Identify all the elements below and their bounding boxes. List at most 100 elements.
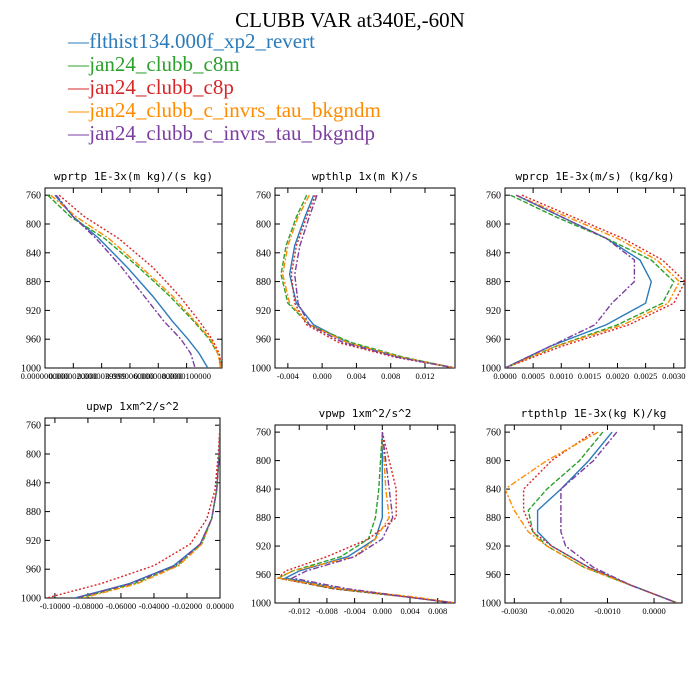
legend-line-marker: — [68, 121, 89, 145]
x-tick-label: 0.008 [428, 606, 447, 616]
x-tick-label: 0.012 [415, 371, 434, 381]
y-tick-label: 1000 [481, 364, 501, 375]
panel-4: upwp 1xm^2/s^2 760 800 840 880 920 960 1000-0.1… [21, 400, 234, 611]
x-tick-label: 0.004 [400, 606, 420, 616]
legend-item: — jan24_clubb_c8m [68, 53, 381, 76]
panel-5: vpwp 1xm^2/s^2 760 800 840 880 920 960 1000 -0.0… [251, 407, 456, 616]
y-tick-label: 760 [26, 421, 41, 432]
legend-item: — flthist134.000f_xp2_revert [68, 30, 381, 53]
y-tick-label: 800 [256, 220, 271, 231]
y-tick-label: 840 [26, 478, 41, 489]
panel-6: rtpthlp 1E-3x(kg K)/kg 760 800 840 880 920 960… [481, 407, 683, 616]
legend: — flthist134.000f_xp2_revert — jan24_club… [68, 30, 381, 145]
panel-1: wprtp 1E-3x(m kg)/(s kg) 760 800 840 880 920 9… [21, 170, 223, 381]
series-line-3 [290, 194, 455, 368]
series-line-4 [82, 425, 220, 598]
series-line-4 [276, 432, 455, 603]
y-tick-label: 840 [486, 485, 501, 496]
y-tick-label: 880 [486, 277, 501, 288]
y-tick-label: 760 [26, 191, 41, 202]
panel-title: upwp 1xm^2/s^2 [86, 400, 179, 413]
y-tick-label: 920 [486, 306, 501, 317]
x-tick-label: 0.0000000000 [21, 371, 70, 381]
figure-title: CLUBB VAR at340E,-60N [235, 8, 465, 32]
legend-line-marker: — [68, 29, 89, 53]
x-tick-label: 0.004 [347, 371, 367, 381]
y-tick-label: 920 [486, 542, 501, 553]
y-tick-label: 960 [26, 565, 41, 576]
y-tick-label: 880 [256, 277, 271, 288]
y-tick-label: 880 [256, 513, 271, 524]
panel-title: wprtp 1E-3x(m kg)/(s kg) [54, 170, 213, 183]
x-tick-label: -0.0020 [548, 606, 574, 616]
x-tick-label: 0.0025 [634, 371, 657, 381]
x-tick-label: 0.008 [381, 371, 400, 381]
y-tick-label: 920 [256, 542, 271, 553]
y-tick-label: 880 [26, 277, 41, 288]
y-tick-label: 800 [256, 456, 271, 467]
y-tick-label: 960 [256, 335, 271, 346]
series-line-1 [283, 432, 455, 603]
series-line-5 [76, 425, 220, 598]
legend-item: — jan24_clubb_c8p [68, 76, 381, 99]
panel-3: wprcp 1E-3x(m/s) (kg/kg) 760 800 840 880 920 9… [481, 170, 686, 381]
plot-frame [44, 417, 221, 599]
series-line-3 [505, 194, 685, 368]
series-line-2 [505, 194, 675, 368]
x-tick-label: 0.0030 [662, 371, 685, 381]
x-tick-label: 0.0005 [521, 371, 544, 381]
y-tick-label: 760 [256, 191, 271, 202]
plot-frame [504, 424, 683, 604]
plot-frame [504, 187, 686, 369]
y-tick-label: 960 [486, 570, 501, 581]
x-tick-label: -0.012 [288, 606, 310, 616]
series-line-5 [560, 431, 678, 603]
panel-title: wprcp 1E-3x(m/s) (kg/kg) [516, 170, 675, 183]
y-tick-label: 920 [26, 306, 41, 317]
y-tick-label: 760 [256, 428, 271, 439]
y-tick-label: 1000 [21, 364, 41, 375]
plot-frame [274, 187, 456, 369]
series-line-5 [290, 432, 455, 603]
legend-item: — jan24_clubb_c_invrs_tau_bkgndp [68, 122, 381, 145]
series-line-2 [79, 425, 220, 598]
series-line-1 [288, 194, 455, 368]
y-tick-label: 800 [486, 456, 501, 467]
series-line-2 [47, 194, 222, 368]
y-tick-label: 840 [256, 485, 271, 496]
series-line-3 [58, 194, 222, 368]
x-tick-label: -0.10000 [40, 601, 70, 611]
series-line-4 [281, 194, 455, 368]
series-line-1 [74, 425, 220, 598]
x-tick-label: -0.06000 [106, 601, 136, 611]
series-line-2 [276, 432, 455, 603]
x-tick-label: -0.0010 [594, 606, 620, 616]
legend-label: jan24_clubb_c_invrs_tau_bkgndm [84, 98, 381, 122]
x-tick-label: 0.0000080000 [134, 371, 183, 381]
series-line-4 [505, 194, 681, 368]
y-tick-label: 960 [26, 335, 41, 346]
x-tick-label: -0.08000 [73, 601, 103, 611]
x-tick-label: -0.004 [277, 371, 300, 381]
y-tick-label: 800 [486, 220, 501, 231]
x-tick-label: 0.000 [313, 371, 332, 381]
plot-frame [44, 187, 223, 369]
y-tick-label: 1000 [21, 594, 41, 605]
x-tick-label: -0.008 [316, 606, 338, 616]
legend-label: jan24_clubb_c_invrs_tau_bkgndp [84, 121, 376, 145]
series-line-5 [293, 194, 455, 368]
x-tick-label: -0.04000 [139, 601, 169, 611]
y-tick-label: 840 [26, 248, 41, 259]
panel-2: wpthlp 1x(m K)/s 760 800 840 880 920 960 1000 -0… [251, 170, 456, 381]
x-tick-label: 0.0015 [578, 371, 601, 381]
x-tick-label: 0.0000039999 [77, 371, 126, 381]
legend-label: jan24_clubb_c8m [84, 52, 240, 76]
series-line-5 [505, 194, 636, 368]
y-tick-label: 960 [486, 335, 501, 346]
legend-line-marker: — [68, 98, 89, 122]
series-line-1 [536, 431, 678, 603]
y-tick-label: 840 [486, 248, 501, 259]
series-line-3 [277, 431, 455, 603]
x-tick-label: 0.0000 [493, 371, 516, 381]
